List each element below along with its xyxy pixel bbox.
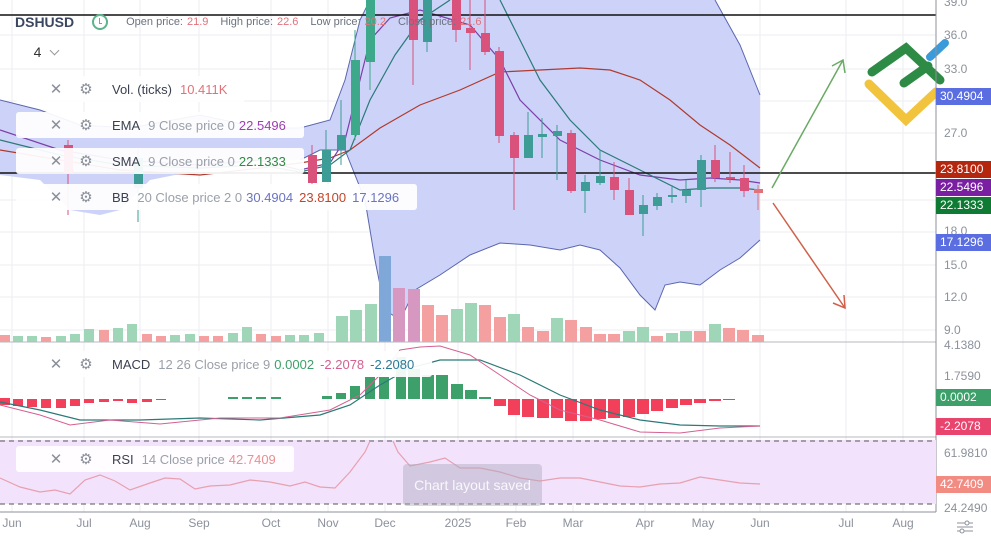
chevron-down-icon — [49, 45, 60, 55]
legend-name: RSI — [112, 451, 134, 467]
legend-params: 12 26 Close price 9 — [158, 356, 271, 372]
volume-bars — [0, 256, 764, 342]
time-axis-label: Dec — [374, 516, 396, 530]
legend-name: SMA — [112, 153, 141, 169]
legend-macd: ✕ ⚙ MACD 12 26 Close price 9 0.0002 -2.2… — [16, 351, 433, 377]
time-axis-label: Jul — [838, 516, 854, 530]
close-label: Close price: — [397, 16, 457, 28]
time-axis-label: 2025 — [444, 516, 472, 530]
legend-sma: ✕ ⚙ SMA 9 Close price 0 22.1333 — [16, 148, 304, 174]
gear-icon[interactable]: ⚙ — [79, 117, 93, 134]
legend-value: 10.411K — [179, 81, 228, 97]
close-icon[interactable]: ✕ — [49, 153, 63, 170]
open-value: 21.9 — [187, 16, 209, 28]
gear-icon[interactable]: ⚙ — [79, 153, 93, 170]
gear-icon[interactable]: ⚙ — [79, 189, 93, 206]
bb-upper-price-tag: 30.4904 — [936, 88, 991, 105]
time-axis-label: Jul — [76, 516, 92, 530]
bollinger-band-fill — [0, 0, 760, 320]
time-axis-label: Feb — [505, 516, 527, 530]
legend-ema: ✕ ⚙ EMA 9 Close price 0 22.5496 — [16, 112, 304, 138]
price-axis-label: 9.0 — [944, 323, 961, 337]
time-axis-label: Nov — [317, 516, 339, 530]
time-axis-label: May — [691, 516, 715, 530]
legend-params: 14 Close price — [141, 451, 225, 467]
ema-price-tag: 22.5496 — [936, 179, 991, 196]
close-icon[interactable]: ✕ — [49, 81, 63, 98]
macd-axis-label: 4.1380 — [944, 338, 981, 352]
price-axis-label: 39.0 — [944, 0, 968, 9]
legend-volume: ✕ ⚙ Vol. (ticks) 10.411K — [16, 76, 246, 102]
projection-arrows[interactable] — [771, 58, 846, 310]
clock-icon[interactable] — [92, 14, 109, 30]
interval-value: 4 — [33, 44, 42, 60]
legend-name: EMA — [112, 117, 141, 133]
legend-value: 42.7409 — [228, 451, 276, 467]
gear-icon[interactable]: ⚙ — [79, 451, 93, 468]
symbol-header: DSHUSD Open price: 21.9 High price: 22.6… — [15, 14, 493, 30]
legend-value-lower: 17.1296 — [352, 189, 400, 205]
rsi-value-tag: 42.7409 — [936, 476, 991, 493]
interval-selector[interactable]: 4 — [15, 40, 77, 64]
time-axis-label: Mar — [562, 516, 584, 530]
symbol-name[interactable]: DSHUSD — [15, 14, 75, 30]
legend-params: 20 Close price 2 0 — [137, 189, 243, 205]
legend-value-upper: 30.4904 — [246, 189, 294, 205]
price-axis-label: 27.0 — [944, 126, 968, 140]
close-icon[interactable]: ✕ — [49, 451, 63, 468]
time-axis-label: Aug — [892, 516, 914, 530]
legend-value: 22.1333 — [238, 153, 286, 169]
time-axis-label: Apr — [635, 516, 655, 530]
legend-name: Vol. (ticks) — [112, 81, 172, 97]
macd-value-tag: -2.2078 — [936, 418, 991, 435]
legend-value-hist: 0.0002 — [274, 356, 315, 372]
gear-icon[interactable]: ⚙ — [79, 81, 93, 98]
legend-value-signal: -2.2080 — [370, 356, 415, 372]
time-axis-label: Jun — [750, 516, 770, 530]
close-icon[interactable]: ✕ — [49, 356, 63, 373]
legend-value: 22.5496 — [238, 117, 286, 133]
legend-params: 9 Close price 0 — [148, 117, 235, 133]
close-icon[interactable]: ✕ — [49, 117, 63, 134]
high-value: 22.6 — [277, 16, 299, 28]
price-axis-label: 15.0 — [944, 258, 968, 272]
time-axis-label: Aug — [129, 516, 151, 530]
legend-value-middle: 23.8100 — [299, 189, 347, 205]
close-value: 21.6 — [460, 16, 482, 28]
chart-layout-saved-toast: Chart layout saved — [403, 464, 542, 506]
rsi-axis-label: 24.2490 — [944, 501, 988, 515]
rsi-axis-label: 61.9810 — [944, 446, 988, 460]
sma-price-tag: 22.1333 — [936, 197, 991, 214]
low-value: 20.2 — [364, 16, 386, 28]
legend-rsi: ✕ ⚙ RSI 14 Close price 42.7409 — [16, 446, 294, 472]
bb-lower-price-tag: 17.1296 — [936, 234, 991, 251]
macd-hist-tag: 0.0002 — [936, 389, 991, 406]
high-label: High price: — [220, 16, 273, 28]
axis-settings-icon[interactable] — [956, 520, 974, 534]
close-icon[interactable]: ✕ — [49, 189, 63, 206]
bb-middle-price-tag: 23.8100 — [936, 161, 991, 178]
gear-icon[interactable]: ⚙ — [79, 356, 93, 373]
legend-bb: ✕ ⚙ BB 20 Close price 2 0 30.4904 23.810… — [16, 184, 418, 210]
legend-name: BB — [112, 189, 130, 205]
time-axis-label: Jun — [2, 516, 22, 530]
open-label: Open price: — [126, 16, 183, 28]
time-axis-label: Oct — [261, 516, 281, 530]
macd-axis-label: 1.7590 — [944, 369, 981, 383]
price-axis-label: 36.0 — [944, 28, 968, 42]
time-axis-label: Sep — [188, 516, 210, 530]
legend-value-macd: -2.2078 — [320, 356, 365, 372]
low-label: Low price: — [310, 16, 361, 28]
legend-params: 9 Close price 0 — [148, 153, 235, 169]
price-axis-label: 33.0 — [944, 62, 968, 76]
legend-name: MACD — [112, 356, 151, 372]
price-axis-label: 12.0 — [944, 290, 968, 304]
brand-logo — [864, 39, 949, 127]
